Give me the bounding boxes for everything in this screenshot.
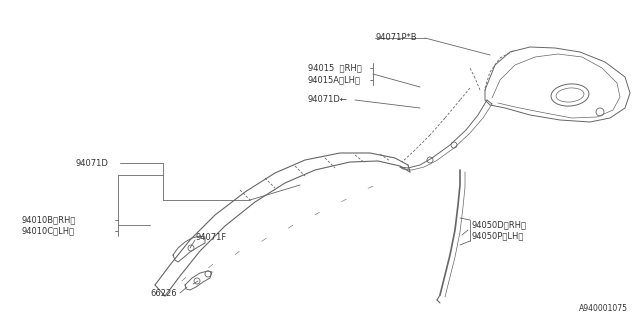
Text: A940001075: A940001075 bbox=[579, 304, 628, 313]
Text: 94015  〈RH〉: 94015 〈RH〉 bbox=[308, 63, 362, 73]
Text: 94010B〈RH〉: 94010B〈RH〉 bbox=[22, 215, 76, 225]
Text: 94071P*B: 94071P*B bbox=[375, 34, 417, 43]
Text: 94015A〈LH〉: 94015A〈LH〉 bbox=[308, 76, 361, 84]
Text: 94010C〈LH〉: 94010C〈LH〉 bbox=[22, 227, 75, 236]
Text: 94050D〈RH〉: 94050D〈RH〉 bbox=[472, 220, 527, 229]
Text: 94071F: 94071F bbox=[195, 233, 227, 242]
Text: 94050P〈LH〉: 94050P〈LH〉 bbox=[472, 231, 524, 241]
Text: 66226: 66226 bbox=[150, 289, 177, 298]
Text: 94071D←: 94071D← bbox=[308, 95, 348, 105]
Text: 94071D: 94071D bbox=[75, 158, 108, 167]
